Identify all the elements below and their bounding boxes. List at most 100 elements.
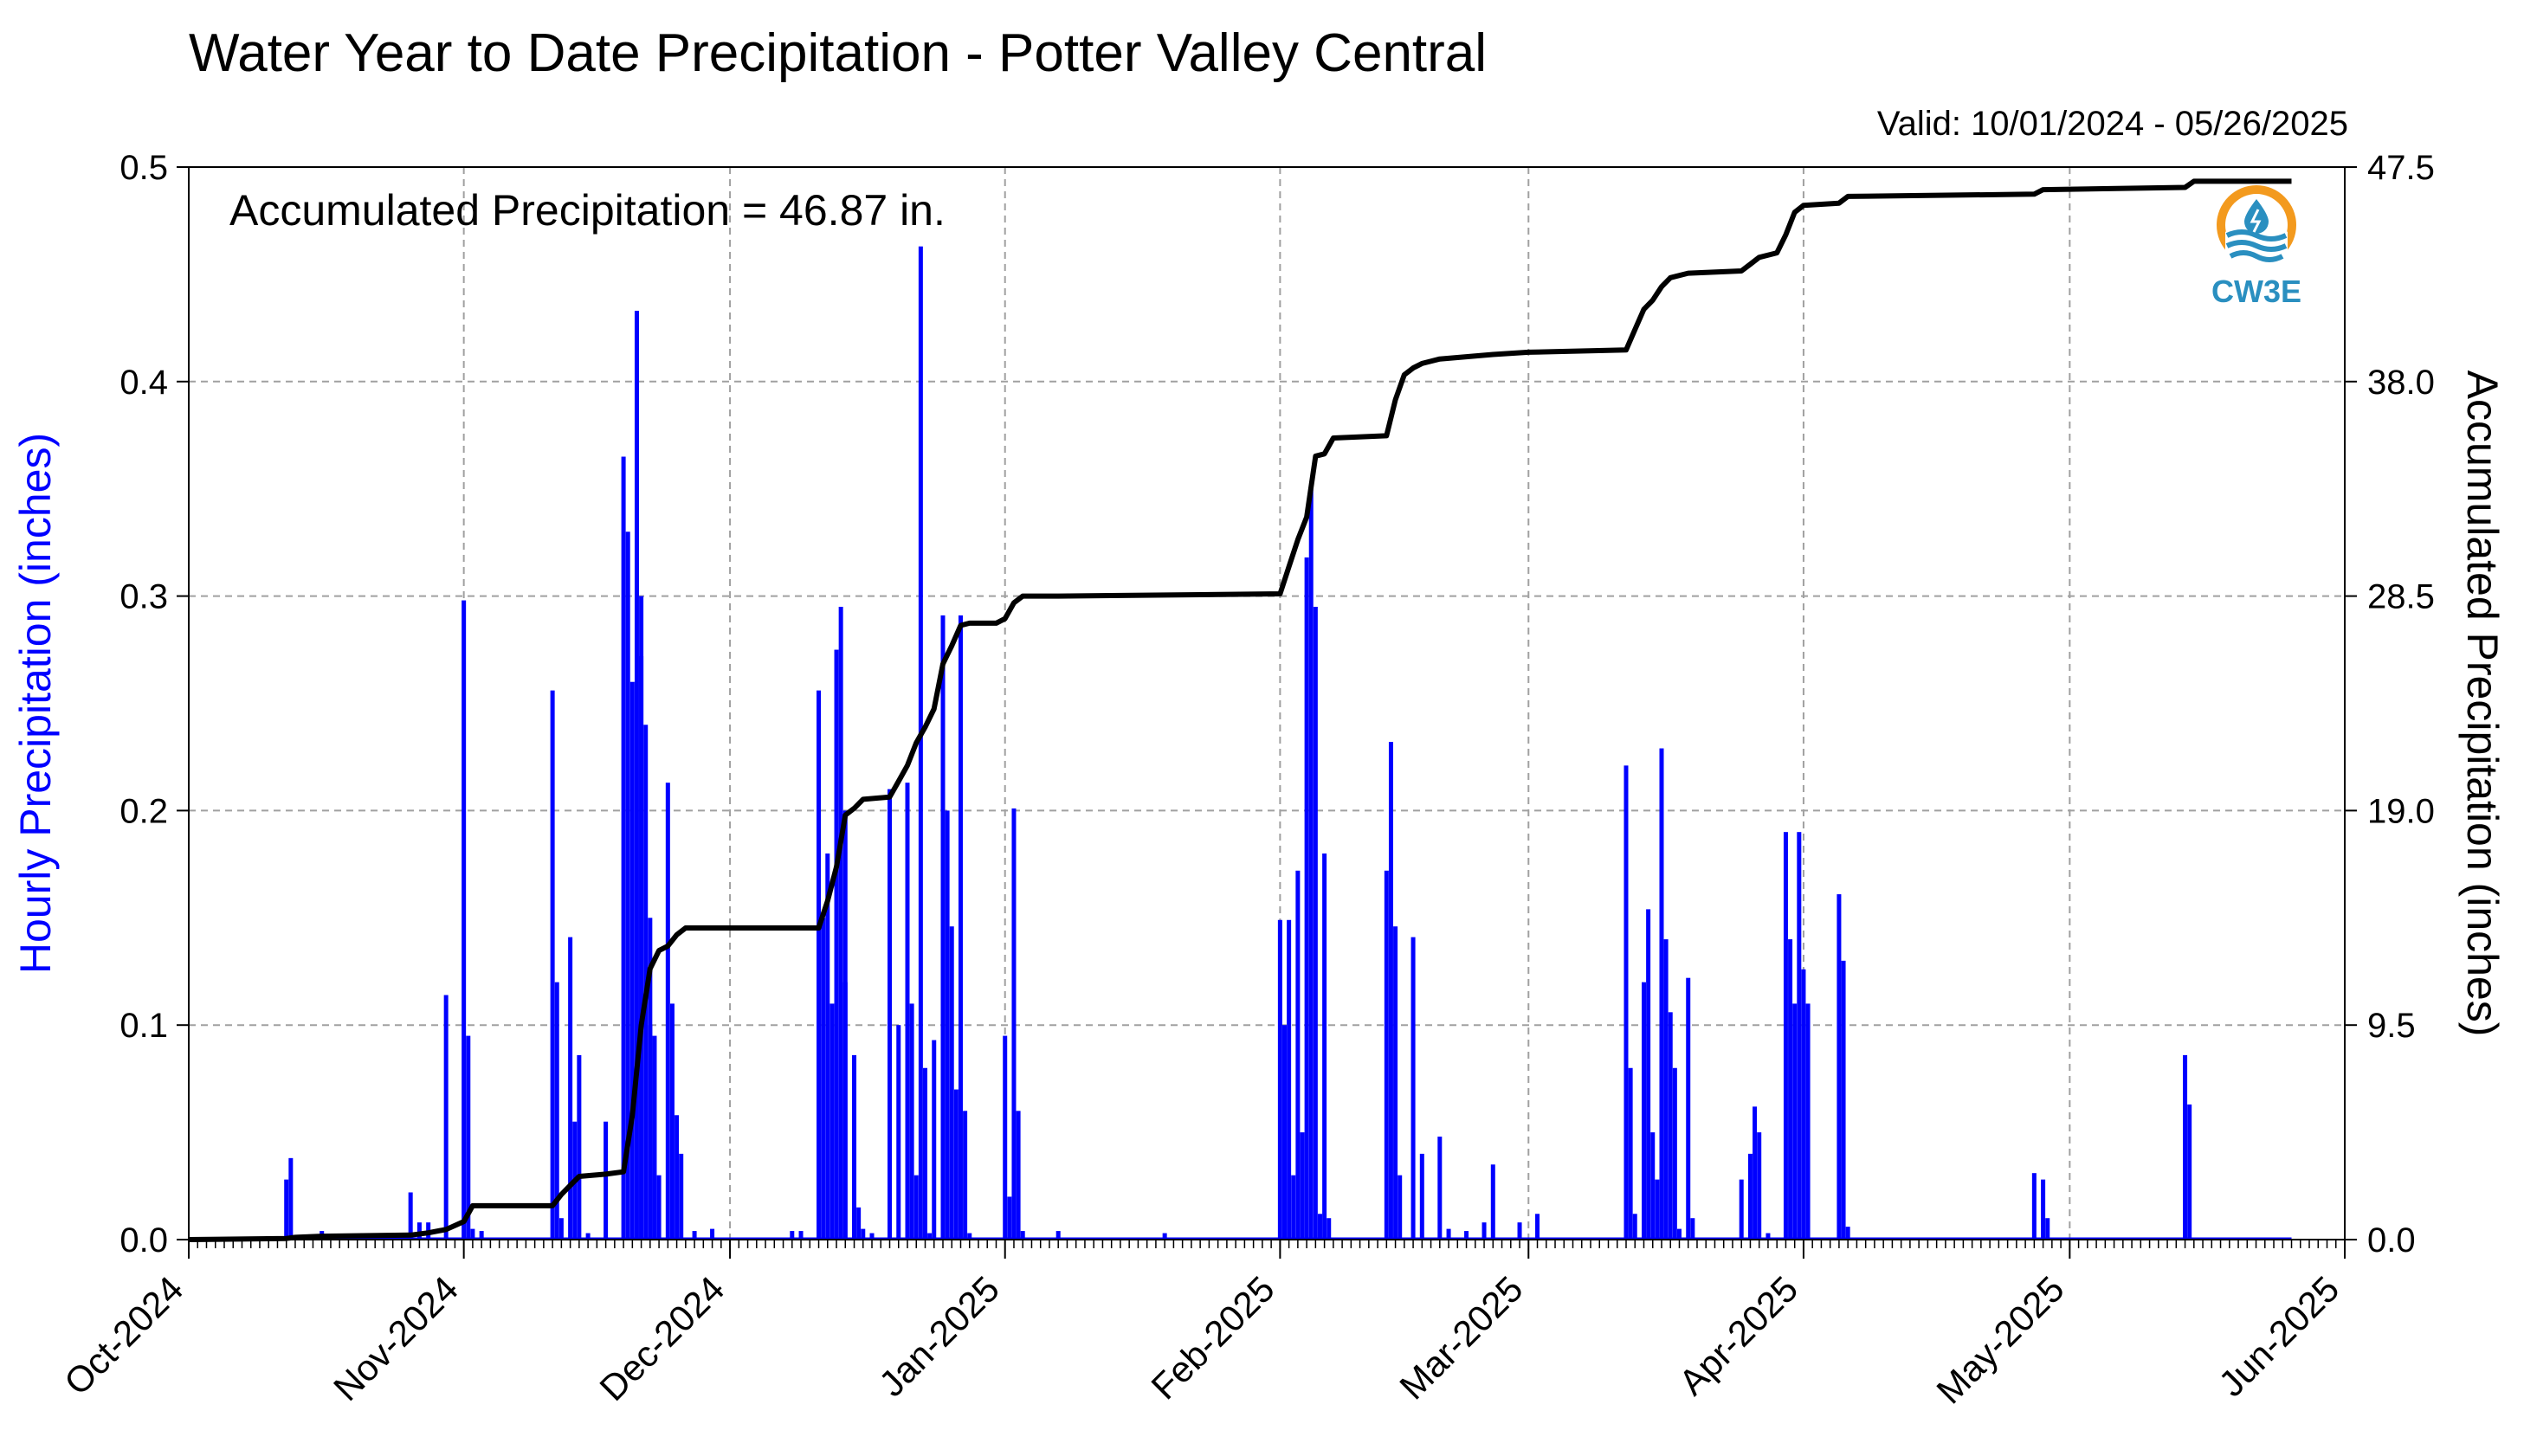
precip-bar (629, 681, 635, 1240)
y-right-tick-label: 19.0 (2367, 792, 2435, 830)
precip-bar (856, 1207, 862, 1240)
precip-bar (1766, 1233, 1771, 1240)
precip-bar (918, 246, 923, 1240)
precip-bar (1490, 1164, 1495, 1240)
y-left-tick-label: 0.5 (119, 149, 168, 187)
precip-bar (1837, 894, 1842, 1240)
precip-bar (913, 1175, 919, 1240)
precip-bar (1300, 1132, 1305, 1240)
x-tick-label: Dec-2024 (591, 1268, 732, 1408)
precip-bar (585, 1233, 591, 1240)
precip-bar (945, 810, 950, 1240)
precip-bar (675, 1115, 680, 1240)
precip-bar (1410, 937, 1416, 1240)
precip-bar (953, 1089, 959, 1240)
precip-bar (1398, 1175, 1403, 1240)
precip-bar (1322, 853, 1327, 1240)
precip-bar (1016, 1111, 1021, 1240)
precip-bar (443, 995, 449, 1240)
precip-bar (838, 606, 843, 1240)
x-tick-label: Jan-2025 (871, 1268, 1007, 1404)
precip-bar (1308, 488, 1314, 1240)
precip-bar (888, 789, 893, 1240)
precip-bar (1291, 1175, 1296, 1240)
precip-bar (1277, 919, 1282, 1240)
x-tick-label: Apr-2025 (1671, 1268, 1805, 1402)
precip-bar (1535, 1214, 1540, 1240)
precip-bar (963, 1111, 968, 1240)
precip-bar (710, 1228, 715, 1240)
precip-bar (466, 1035, 471, 1240)
precip-bar (634, 311, 639, 1240)
precip-bar (462, 600, 467, 1240)
precip-bar (932, 1040, 937, 1240)
precip-bar (1841, 960, 1846, 1240)
precip-bar (1623, 765, 1629, 1240)
y-right-tick-label: 38.0 (2367, 364, 2435, 402)
y-right-tick-label: 47.5 (2367, 149, 2435, 187)
precip-bar (1783, 832, 1788, 1240)
precip-bar (1437, 1137, 1443, 1240)
hourly-precipitation-bars (189, 246, 2292, 1240)
precip-bar (909, 1003, 914, 1240)
precip-bar (1801, 969, 1806, 1240)
precip-bar (1805, 1003, 1811, 1240)
precip-bar (798, 1231, 804, 1240)
precip-bar (1281, 1025, 1287, 1240)
precip-bar (470, 1228, 475, 1240)
precip-bar (550, 690, 555, 1240)
precip-bar (1481, 1222, 1487, 1240)
precip-bar (1659, 748, 1664, 1240)
precip-bar (1304, 557, 1309, 1240)
precip-bar (625, 532, 630, 1240)
precip-bar (1747, 1153, 1753, 1240)
y-right-tick-label: 9.5 (2367, 1007, 2416, 1045)
precip-bar (604, 1121, 609, 1240)
y-right-tick-label: 0.0 (2367, 1221, 2416, 1260)
precip-bar (1845, 1227, 1850, 1240)
x-tick-label: Mar-2025 (1391, 1268, 1530, 1407)
precip-bar (940, 615, 946, 1240)
precip-bar (692, 1231, 697, 1240)
precip-bar (679, 1153, 684, 1240)
precip-bar (1690, 1218, 1695, 1240)
precip-bar (1641, 982, 1646, 1240)
precip-bar (408, 1192, 413, 1240)
precip-bar (958, 615, 963, 1240)
precip-bar (825, 853, 830, 1240)
precip-bar (949, 926, 954, 1240)
precip-bar (1011, 808, 1017, 1240)
axis-ticks (177, 166, 2357, 1259)
precip-bar (2045, 1218, 2050, 1240)
precip-bar (1317, 1214, 1322, 1240)
cw3e-logo-icon (2217, 185, 2296, 265)
precip-bar (288, 1157, 294, 1240)
precip-bar (2183, 1054, 2188, 1240)
precip-bar (1672, 1067, 1677, 1240)
precip-bar (1663, 939, 1669, 1240)
precip-bar (821, 918, 826, 1240)
precip-bar (1446, 1228, 1451, 1240)
y-axis-right-label: Accumulated Precipitation (inches) (2458, 370, 2507, 1037)
y-left-tick-label: 0.4 (119, 364, 168, 402)
accumulated-line (188, 178, 2292, 1242)
precip-bar (1295, 870, 1301, 1240)
x-tick-label: Feb-2025 (1143, 1268, 1281, 1407)
precip-bar (1162, 1233, 1167, 1240)
precip-bar (568, 937, 573, 1240)
precip-bar (621, 456, 626, 1240)
precip-bar (554, 982, 559, 1240)
precip-bar (967, 1233, 972, 1240)
y-left-tick-label: 0.3 (119, 578, 168, 616)
precip-bar (927, 1233, 933, 1240)
y-left-tick-label: 0.0 (119, 1221, 168, 1260)
precip-bar (1419, 1153, 1424, 1240)
precip-bar (2187, 1104, 2192, 1240)
precip-bar (790, 1231, 795, 1240)
precip-bar (284, 1179, 289, 1240)
y-axis-left-label: Hourly Precipitation (inches) (11, 433, 60, 974)
precip-bar (869, 1233, 875, 1240)
precip-bar (922, 1067, 927, 1240)
y-left-tick-label: 0.1 (119, 1007, 168, 1045)
